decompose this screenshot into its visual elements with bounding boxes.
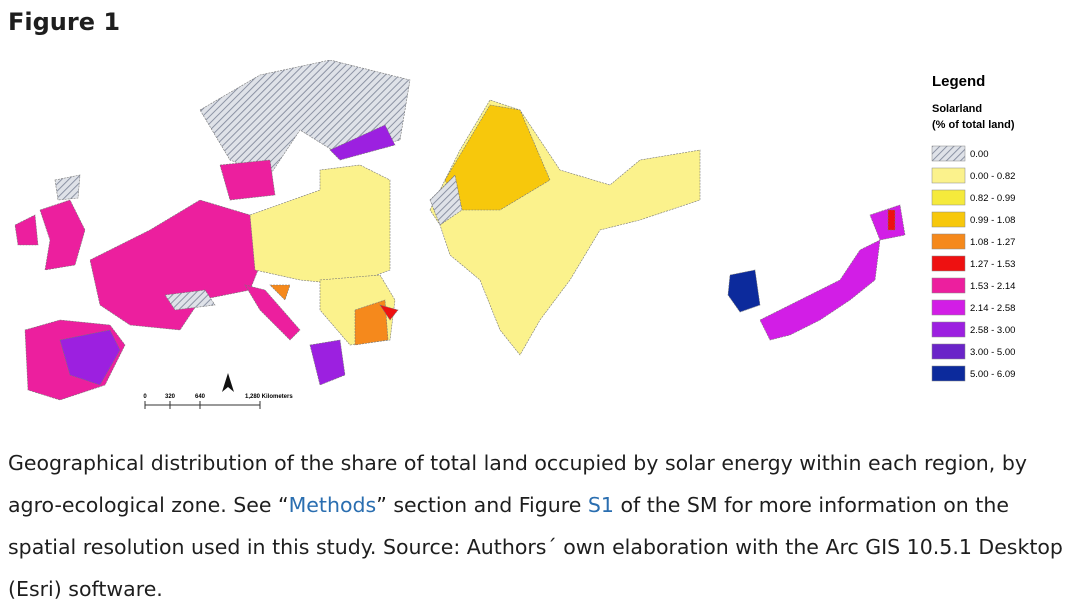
legend-label: 2.58 - 3.00 [970,325,1015,336]
legend-swatch [931,211,966,228]
scale-label: 0 [143,394,147,400]
scale-bar [144,401,261,409]
scale-labels: 0 320 640 1,280 Kilometers [143,394,293,400]
caption-link[interactable]: S1 [587,493,614,517]
legend-label: 2.14 - 2.58 [970,303,1015,314]
legend-unit: (% of total land) [932,119,1015,131]
legend-swatch [931,343,966,360]
caption-text: of the SM for more information on the sp… [8,493,1063,601]
scale-label: 640 [195,394,206,400]
legend-label: 5.00 - 6.09 [970,369,1015,380]
caption-text: Geographical distribution of the share o… [8,451,1027,517]
legend-swatch [931,299,966,316]
caption: Geographical distribution of the share o… [8,442,1068,610]
legend-label: 3.00 - 5.00 [970,347,1015,358]
legend-swatch [931,321,966,338]
scale-label: 320 [165,394,176,400]
north-arrow [222,373,234,392]
legend-swatch [931,365,966,382]
legend-label: 1.53 - 2.14 [970,281,1015,292]
legend-swatch [931,167,966,184]
legend-subtitle: Solarland [932,103,982,115]
legend-label: 0.00 - 0.82 [970,171,1015,182]
legend-swatch [931,233,966,250]
legend-label: 1.27 - 1.53 [970,259,1015,270]
legend-label: 0.00 [970,149,989,160]
map-shapes [14,60,906,401]
legend-swatch [931,189,966,206]
legend-label: 0.99 - 1.08 [970,215,1015,226]
caption-text: ” section and Figure [376,493,588,517]
legend-swatch [931,255,966,272]
figure-label: Figure 1 [8,8,121,36]
legend-swatch [931,145,966,162]
figure-map: 0 320 640 1,280 Kilometers Legend Solarland… [14,60,1015,409]
legend-swatch [931,277,966,294]
legend-label: 0.82 - 0.99 [970,193,1015,204]
caption-link[interactable]: Methods [288,493,377,517]
legend-label: 1.08 - 1.27 [970,237,1015,248]
legend-title: Legend [932,73,985,90]
legend-items: 0.00 0.00 - 0.82 0.82 - 0.99 0.99 - 1.08 1.0… [931,145,1015,382]
scale-label: 1,280 Kilometers [245,394,293,400]
